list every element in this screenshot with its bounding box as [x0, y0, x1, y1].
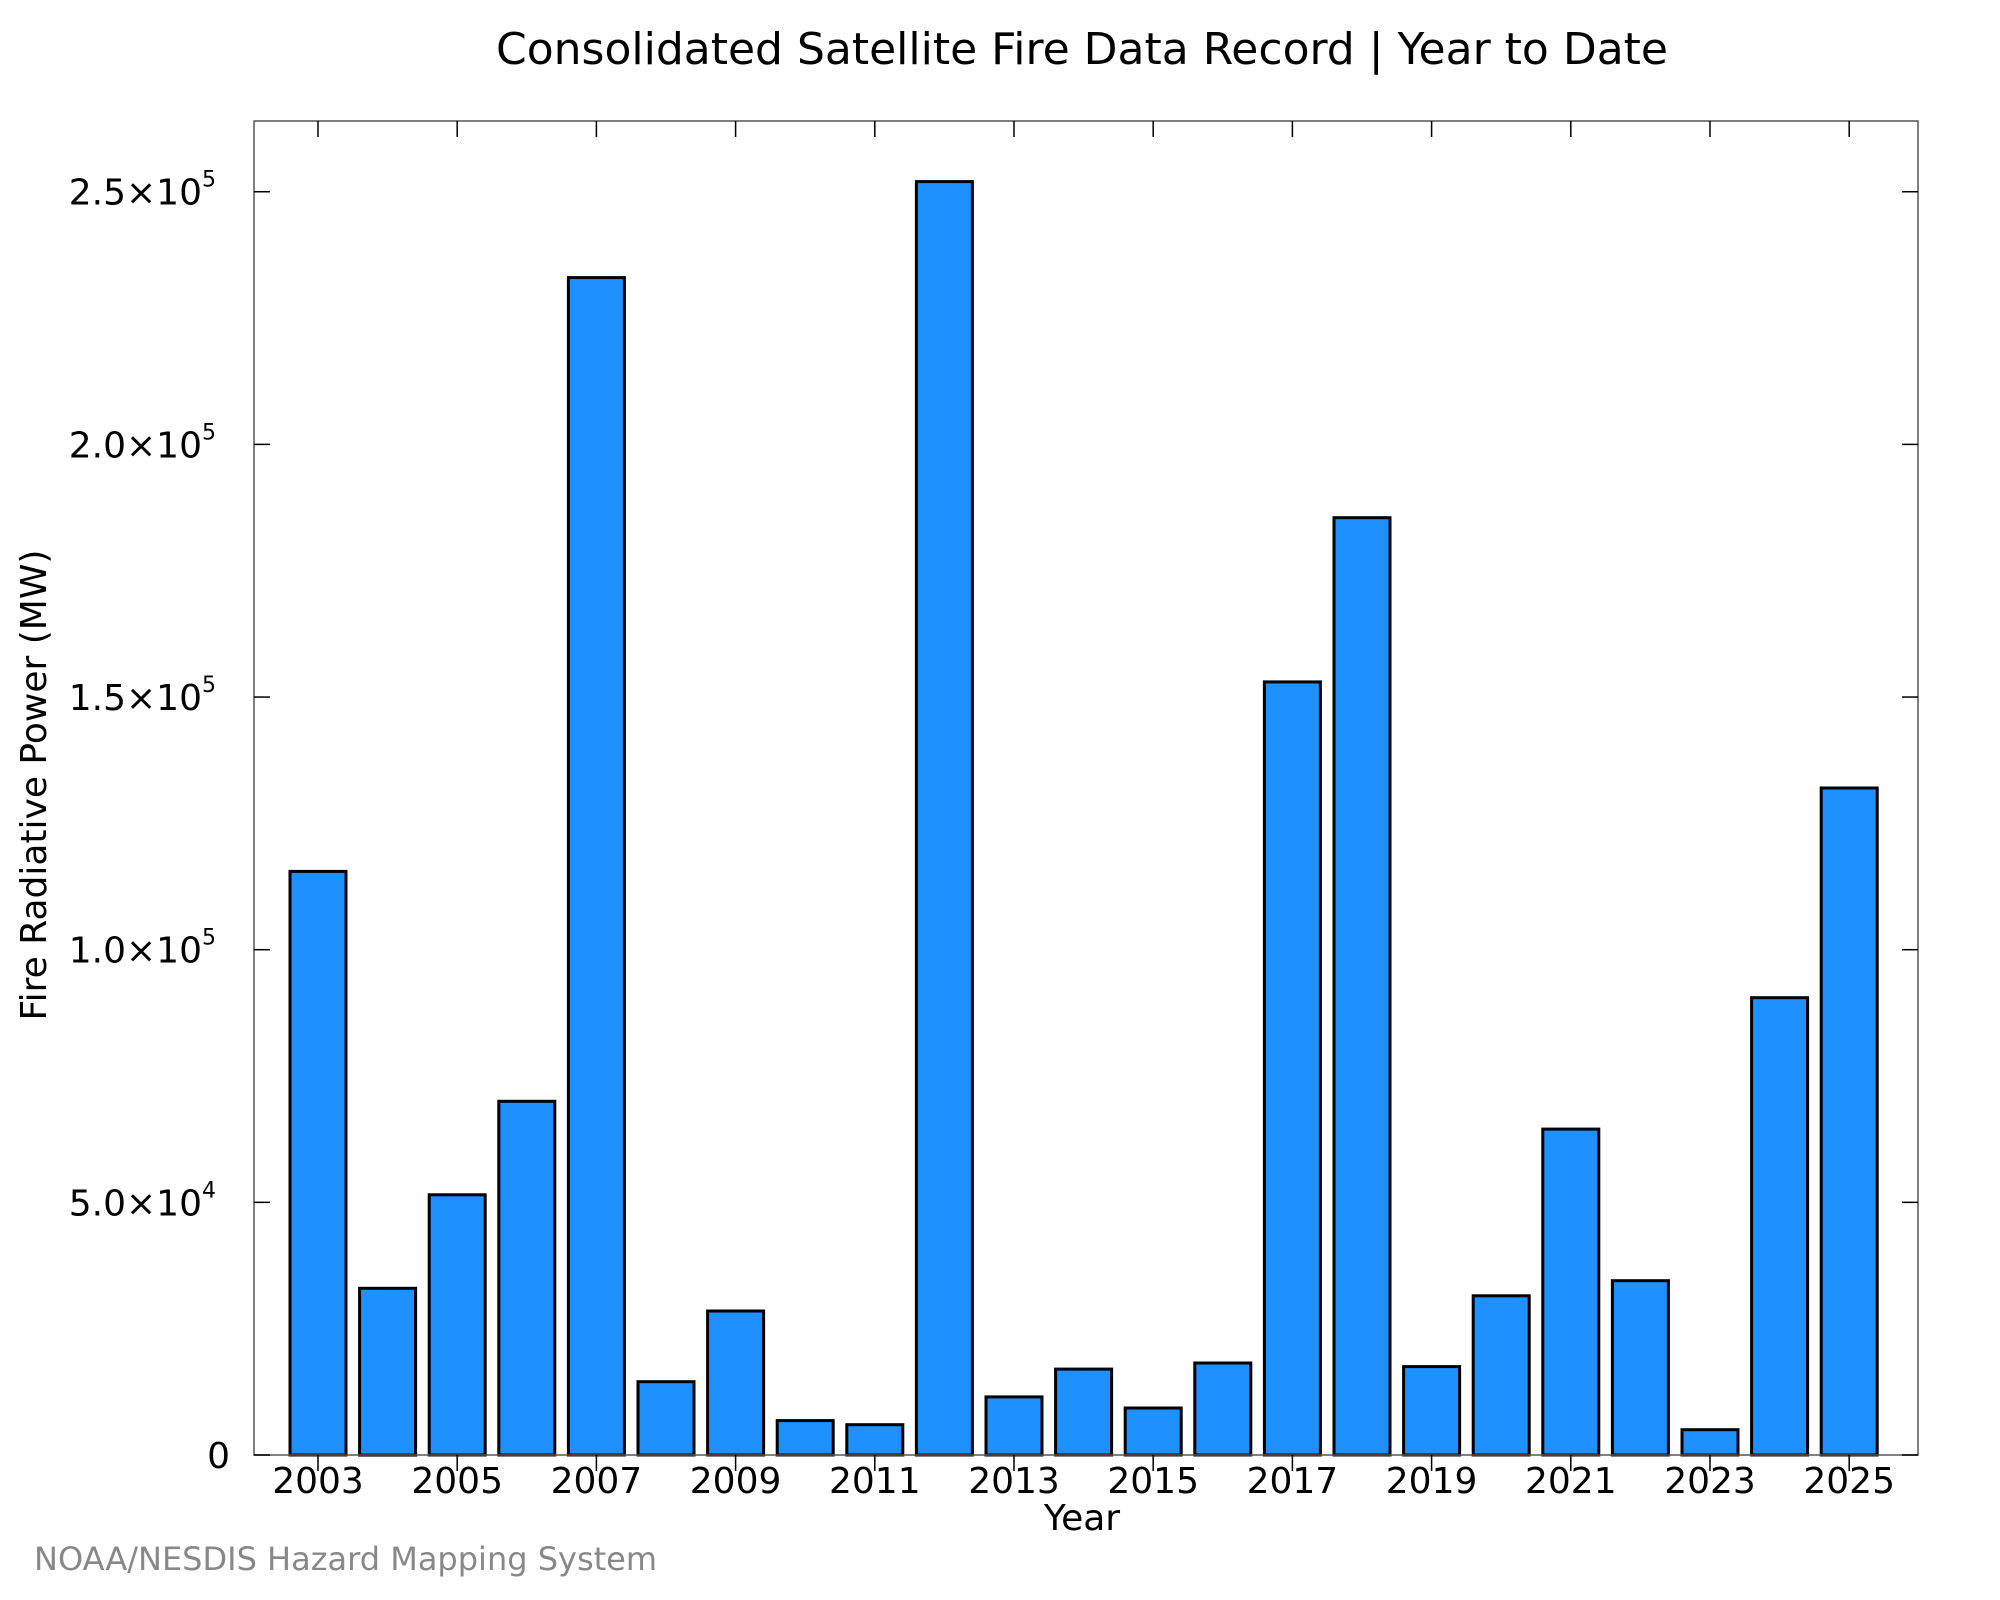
bar-2018	[1332, 516, 1392, 1457]
y-tick-label-100000: 1.0×105	[69, 926, 216, 972]
y-tick-label-150000: 1.5×105	[69, 673, 216, 719]
y-tick-label-250000: 2.5×105	[69, 168, 216, 214]
bar-2025	[1819, 786, 1879, 1457]
bar-2024	[1750, 996, 1810, 1457]
bar-2015	[1123, 1406, 1183, 1457]
bar-2007	[566, 276, 626, 1457]
bar-2010	[775, 1419, 835, 1457]
x-tick-label-2023: 2023	[1664, 1461, 1756, 1502]
bar-2009	[706, 1309, 766, 1457]
bar-2020	[1471, 1294, 1531, 1457]
axes-layer: 2003 2005 2007 2009 2011 2013 2015 2017 2019 2021…	[69, 120, 1919, 1502]
bar-2011	[845, 1423, 905, 1457]
bar-2023	[1680, 1428, 1740, 1457]
bar-2013	[984, 1395, 1044, 1457]
chart-title: Consolidated Satellite Fire Data Record …	[496, 24, 1668, 75]
y-tick-label-0: 0	[207, 1436, 230, 1477]
x-tick-label-2009: 2009	[690, 1461, 782, 1502]
x-tick-label-2025: 2025	[1803, 1461, 1895, 1502]
x-tick-label-2003: 2003	[272, 1461, 364, 1502]
y-tick-label-50000: 5.0×104	[69, 1178, 216, 1224]
source-credit: NOAA/NESDIS Hazard Mapping System	[34, 1540, 657, 1578]
bar-2004	[358, 1286, 418, 1457]
bar-2008	[636, 1380, 696, 1457]
bar-2006	[497, 1099, 557, 1457]
y-tick-label-200000: 2.0×105	[69, 420, 216, 466]
x-tick-label-2017: 2017	[1247, 1461, 1339, 1502]
x-tick-label-2015: 2015	[1107, 1461, 1199, 1502]
bar-2016	[1193, 1361, 1253, 1457]
plot-frame	[253, 120, 1919, 1456]
x-tick-label-2007: 2007	[551, 1461, 643, 1502]
bar-2019	[1402, 1365, 1462, 1457]
x-tick-label-2019: 2019	[1386, 1461, 1478, 1502]
bar-2012	[914, 180, 974, 1457]
bars-layer	[288, 180, 1879, 1457]
bar-2014	[1054, 1367, 1114, 1457]
x-tick-label-2011: 2011	[829, 1461, 921, 1502]
x-tick-label-2013: 2013	[968, 1461, 1060, 1502]
x-tick-label-2005: 2005	[411, 1461, 503, 1502]
y-axis-label: Fire Radiative Power (MW)	[14, 550, 55, 1021]
bar-2003	[288, 869, 348, 1457]
bar-2005	[427, 1193, 487, 1457]
bar-2017	[1262, 680, 1322, 1457]
x-axis-label: Year	[1043, 1498, 1120, 1539]
bar-2021	[1541, 1127, 1601, 1457]
x-tick-label-2021: 2021	[1525, 1461, 1617, 1502]
bar-2022	[1610, 1279, 1670, 1457]
